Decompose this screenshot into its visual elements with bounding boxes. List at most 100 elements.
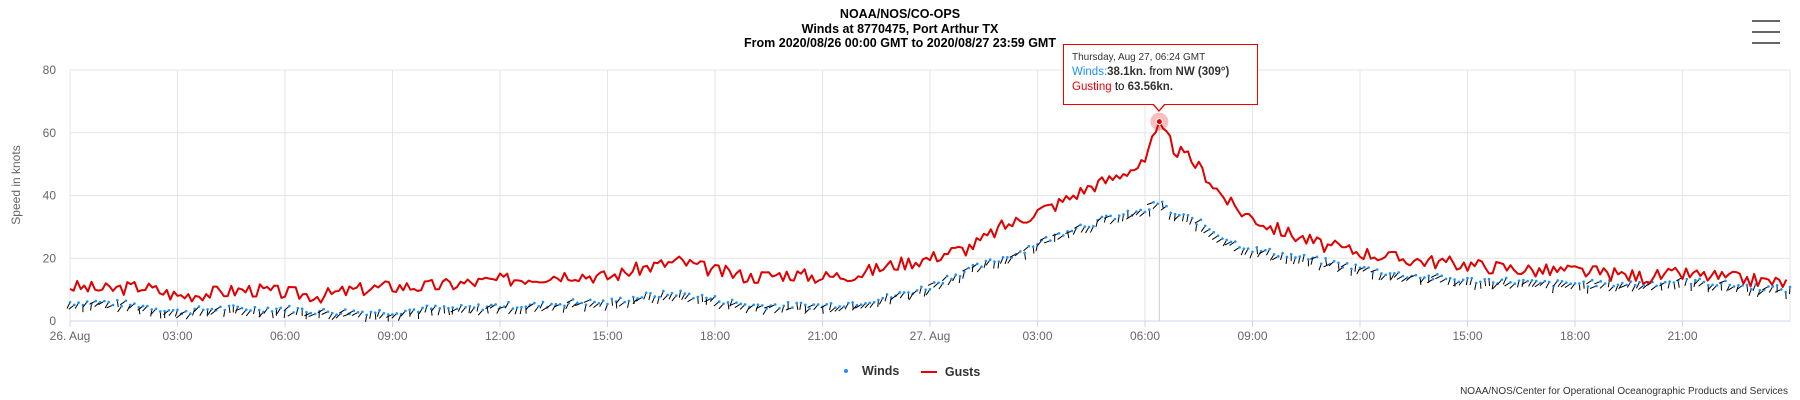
wind-point xyxy=(1509,280,1512,284)
wind-point xyxy=(1466,276,1469,280)
wind-point xyxy=(1324,257,1327,260)
wind-point xyxy=(219,305,222,309)
wind-point xyxy=(829,302,833,305)
wind-point xyxy=(1238,245,1241,249)
wind-point xyxy=(202,308,205,312)
wind-point xyxy=(184,309,188,313)
wind-point xyxy=(610,297,614,301)
wind-point xyxy=(343,308,347,311)
wind-point xyxy=(842,305,846,308)
wind-point xyxy=(1655,284,1658,288)
wind-point xyxy=(1126,209,1130,213)
wind-point xyxy=(933,281,936,284)
wind-point xyxy=(386,313,390,316)
wind-point xyxy=(249,309,252,312)
x-tick-label: 03:00 xyxy=(1022,329,1052,343)
wind-point xyxy=(137,306,141,309)
wind-point xyxy=(1595,284,1598,288)
y-tick-label: 40 xyxy=(43,189,57,203)
wind-point xyxy=(649,291,652,295)
wind-point xyxy=(176,308,179,312)
wind-point xyxy=(756,303,760,307)
y-tick-labels: 0 20 40 60 80 xyxy=(43,63,57,328)
wind-point xyxy=(584,303,588,307)
wind-point xyxy=(288,304,291,308)
wind-point xyxy=(1586,285,1590,288)
y-tick-label: 60 xyxy=(43,126,57,140)
wind-point xyxy=(1113,217,1117,221)
wind-point xyxy=(438,307,442,310)
wind-point xyxy=(730,298,734,302)
wind-point xyxy=(958,274,962,278)
wind-point xyxy=(1199,218,1203,222)
wind-point xyxy=(653,295,657,298)
wind-point xyxy=(507,300,510,304)
wind-point xyxy=(1122,213,1125,216)
wind-point xyxy=(1350,267,1353,271)
wind-point xyxy=(1625,283,1628,287)
tooltip-gust-label: Gusting xyxy=(1072,81,1112,93)
wind-point xyxy=(705,296,708,300)
wind-point xyxy=(1431,277,1435,281)
wind-point xyxy=(1358,266,1362,270)
wind-point xyxy=(722,302,725,305)
wind-point xyxy=(1019,250,1022,253)
wind-point xyxy=(335,313,338,316)
wind-point xyxy=(1320,262,1323,265)
wind-point xyxy=(1535,279,1538,283)
wind-point xyxy=(1444,277,1448,281)
wind-point xyxy=(1440,274,1443,278)
wind-point xyxy=(1100,215,1104,219)
wind-point xyxy=(1474,281,1478,285)
wind-point xyxy=(670,291,674,295)
wind-point xyxy=(847,301,850,305)
wind-point xyxy=(515,306,519,309)
wind-point xyxy=(1117,214,1121,217)
tooltip-winds-value: 38.1kn. xyxy=(1107,66,1147,78)
x-tick-label: 27. Aug xyxy=(910,329,951,343)
x-tick-label: 09:00 xyxy=(1237,329,1267,343)
wind-point xyxy=(885,293,889,296)
wind-point xyxy=(369,310,373,314)
wind-point xyxy=(1264,248,1267,252)
wind-point xyxy=(1758,288,1762,292)
wind-point xyxy=(111,303,115,307)
wind-point xyxy=(816,303,820,306)
wind-point xyxy=(1143,210,1147,214)
wind-point xyxy=(1298,255,1302,258)
x-tick-label: 03:00 xyxy=(162,329,192,343)
wind-point xyxy=(163,309,166,313)
x-tick-label: 18:00 xyxy=(700,329,730,343)
legend-winds-marker xyxy=(844,369,848,373)
wind-point xyxy=(679,289,682,293)
wind-point xyxy=(279,306,283,310)
wind-point xyxy=(408,308,412,312)
wind-point xyxy=(550,302,553,306)
wind-point xyxy=(825,302,829,306)
wind-point xyxy=(1732,285,1736,288)
wind-point xyxy=(1049,239,1052,242)
wind-point xyxy=(907,291,910,294)
wind-point xyxy=(1139,208,1142,212)
wind-point xyxy=(1728,283,1732,287)
wind-point xyxy=(1517,279,1521,282)
wind-point xyxy=(266,306,270,310)
tooltip-gust-row: Gusting to 63.56kn. xyxy=(1072,80,1249,95)
wind-point xyxy=(1302,253,1306,257)
wind-point xyxy=(632,295,635,299)
wind-point xyxy=(915,289,919,292)
legend-item-winds[interactable]: Winds xyxy=(840,364,899,378)
wind-point xyxy=(460,303,463,307)
wind-point xyxy=(468,304,472,308)
wind-point xyxy=(928,287,932,291)
legend-item-gusts[interactable]: Gusts xyxy=(920,365,980,379)
hamburger-menu-icon[interactable] xyxy=(1752,18,1780,46)
wind-point xyxy=(1277,255,1280,258)
wind-point xyxy=(1638,280,1641,284)
wind-point xyxy=(1401,274,1405,278)
wind-point xyxy=(795,301,798,305)
legend-gusts-marker xyxy=(920,371,937,373)
wind-point xyxy=(1788,285,1792,289)
y-tick-label: 20 xyxy=(43,251,57,265)
series-lines xyxy=(69,120,1788,304)
